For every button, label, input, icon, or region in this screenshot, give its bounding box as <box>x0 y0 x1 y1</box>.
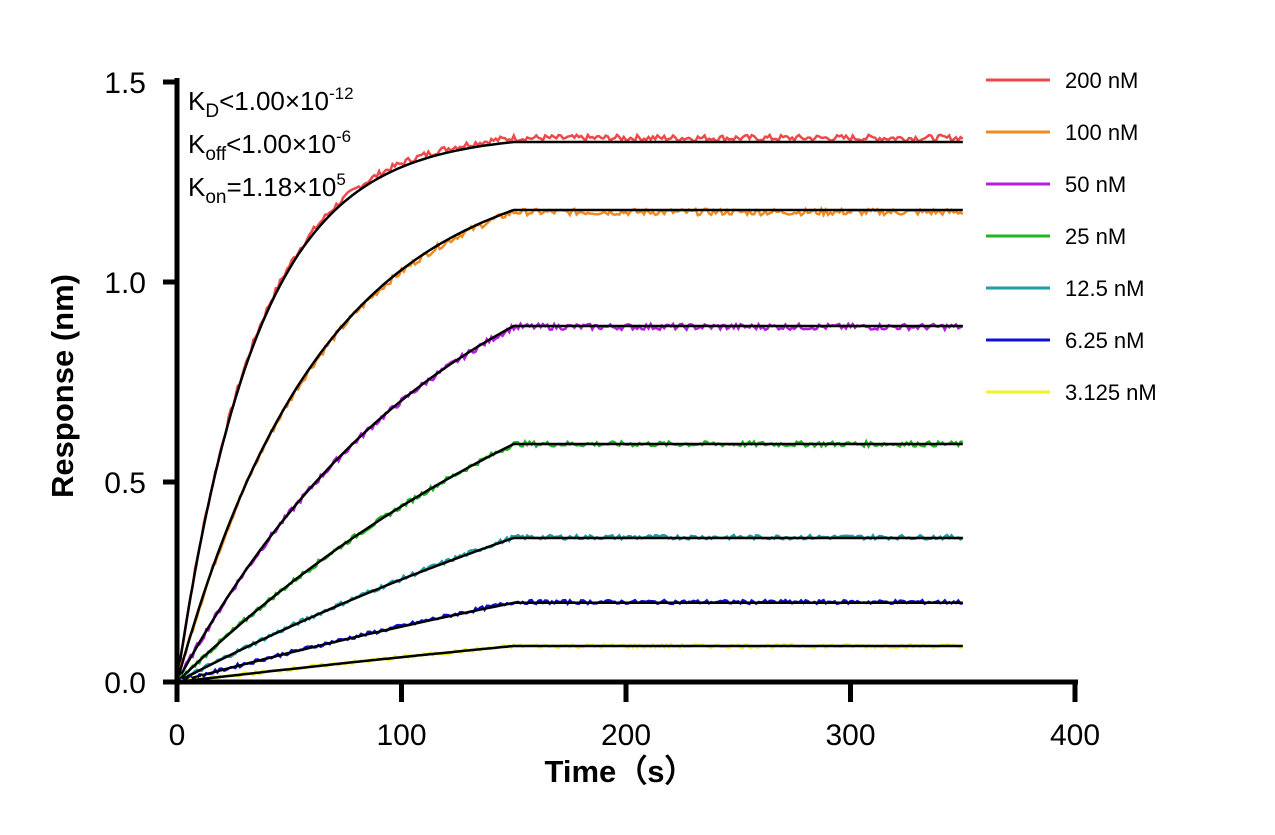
legend-label: 100 nM <box>1065 120 1138 145</box>
fit-line-100-nm <box>175 208 963 683</box>
x-tick-label: 100 <box>376 719 426 752</box>
x-axis-title: Time（s） <box>544 754 695 789</box>
fit-line-6-25-nm <box>176 601 963 684</box>
koff-relation: <1.00×10 <box>226 129 336 159</box>
legend-label: 12.5 nM <box>1065 276 1145 301</box>
x-tick-label: 200 <box>601 719 651 752</box>
fit-line-200-nm <box>175 140 963 683</box>
legend-label: 50 nM <box>1065 172 1126 197</box>
kd-symbol: K <box>188 86 206 116</box>
series-line-50-nm <box>175 321 964 683</box>
legend-label: 6.25 nM <box>1065 328 1145 353</box>
y-tick-label: 0.0 <box>104 667 146 700</box>
fit-line-3-125-nm <box>176 644 963 684</box>
kon-exponent: 5 <box>336 170 345 189</box>
legend-label: 25 nM <box>1065 224 1126 249</box>
y-tick-label: 0.5 <box>104 467 146 500</box>
kd-subscript: D <box>205 101 219 122</box>
kd-annotation: KD<1.00×10-12 <box>188 84 354 122</box>
y-tick-label: 1.5 <box>104 67 146 100</box>
series-line-200-nm <box>175 132 964 683</box>
curves-layer <box>175 132 964 684</box>
legend-label: 3.125 nM <box>1065 380 1157 405</box>
y-axis-ticks: 0.0 0.5 1.0 1.5 <box>104 67 177 700</box>
y-tick-label: 1.0 <box>104 267 146 300</box>
x-tick-label: 300 <box>825 719 875 752</box>
x-tick-label: 0 <box>169 719 186 752</box>
kon-symbol: K <box>188 172 206 202</box>
kon-relation: =1.18×10 <box>226 172 336 202</box>
x-axis-ticks: 0 100 200 300 400 <box>169 682 1100 752</box>
kon-annotation: Kon=1.18×105 <box>188 170 346 208</box>
koff-symbol: K <box>188 129 206 159</box>
y-axis-title: Response (nm) <box>45 274 80 498</box>
legend: 200 nM 100 nM 50 nM 25 nM 12.5 nM 6.25 nM 3.12… <box>986 68 1157 405</box>
fit-line-50-nm <box>175 324 963 683</box>
series-line-12-5-nm <box>176 533 964 684</box>
koff-subscript: off <box>205 144 227 165</box>
kd-relation: <1.00×10 <box>219 86 329 116</box>
fit-line-12-5-nm <box>176 536 963 684</box>
fit-line-25-nm <box>176 442 963 683</box>
koff-annotation: Koff<1.00×10-6 <box>188 127 351 165</box>
kon-subscript: on <box>205 187 226 208</box>
legend-label: 200 nM <box>1065 68 1138 93</box>
kd-exponent: -12 <box>329 84 354 103</box>
x-tick-label: 400 <box>1050 719 1100 752</box>
koff-exponent: -6 <box>336 127 351 146</box>
